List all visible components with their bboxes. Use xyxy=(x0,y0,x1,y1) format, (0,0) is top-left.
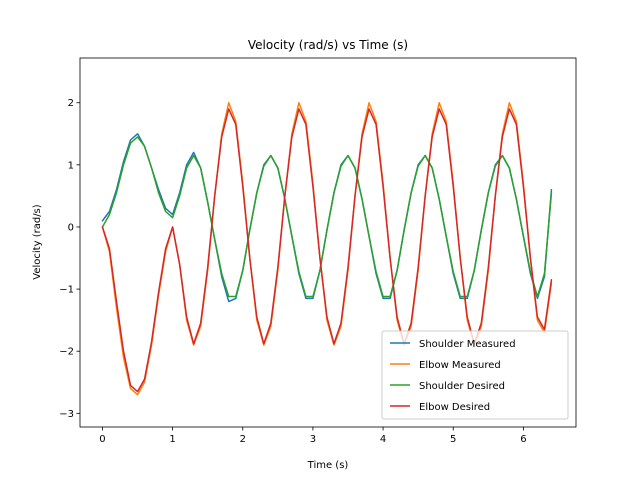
x-tick-label: 0 xyxy=(99,434,105,445)
legend-box xyxy=(381,330,569,420)
axes-frame xyxy=(79,57,577,428)
legend: Shoulder Measured Elbow Measured Shoulder … xyxy=(381,330,569,420)
series-layer xyxy=(101,101,553,396)
x-tick-label: 2 xyxy=(240,434,246,445)
x-axis-label: Time (s) xyxy=(307,460,349,471)
y-tick-label: −3 xyxy=(59,409,74,420)
legend-label-3: Elbow Desired xyxy=(419,402,490,413)
chart-title: Velocity (rad/s) vs Time (s) xyxy=(248,38,408,52)
x-axis: 0 1 2 3 4 5 6 xyxy=(99,427,527,445)
x-tick-label: 5 xyxy=(450,434,456,445)
y-tick-label: 0 xyxy=(68,222,74,233)
x-tick-label: 4 xyxy=(380,434,386,445)
x-tick-label: 1 xyxy=(169,434,175,445)
series-line-2 xyxy=(101,136,553,298)
y-tick-label: 2 xyxy=(68,98,74,109)
legend-label-0: Shoulder Measured xyxy=(419,339,516,350)
legend-label-1: Elbow Measured xyxy=(419,360,501,371)
y-tick-label: −2 xyxy=(59,347,74,358)
legend-label-2: Shoulder Desired xyxy=(419,381,505,392)
y-tick-label: 1 xyxy=(68,160,74,171)
y-axis: −3 −2 −1 0 1 2 xyxy=(59,98,80,420)
y-axis-label: Velocity (rad/s) xyxy=(32,204,43,279)
x-tick-label: 6 xyxy=(520,434,526,445)
x-tick-label: 3 xyxy=(310,434,316,445)
y-tick-label: −1 xyxy=(59,285,74,296)
